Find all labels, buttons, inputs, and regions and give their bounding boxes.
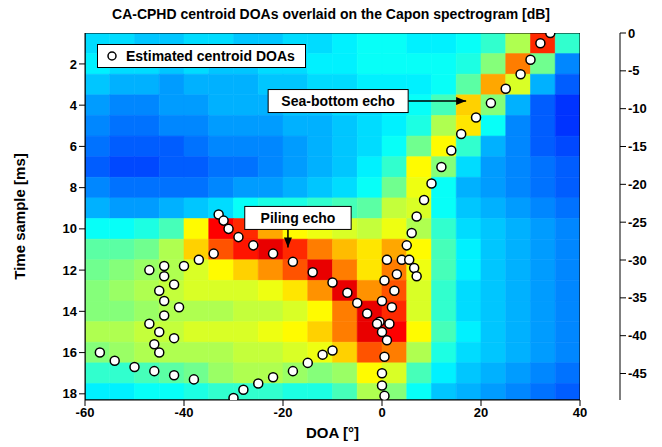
svg-text:6: 6 — [70, 139, 77, 154]
svg-text:-5: -5 — [628, 63, 640, 78]
svg-text:16: 16 — [63, 345, 77, 360]
svg-text:20: 20 — [474, 405, 488, 420]
svg-text:-20: -20 — [274, 405, 293, 420]
svg-text:-10: -10 — [628, 101, 647, 116]
svg-text:-20: -20 — [628, 177, 647, 192]
svg-text:-35: -35 — [628, 290, 647, 305]
svg-text:Sea-bottom echo: Sea-bottom echo — [281, 93, 395, 109]
svg-text:4: 4 — [70, 98, 78, 113]
svg-text:8: 8 — [70, 180, 77, 195]
svg-text:Time sample [ms]: Time sample [ms] — [11, 153, 28, 279]
svg-text:-25: -25 — [628, 215, 647, 230]
svg-text:40: 40 — [573, 405, 587, 420]
html-text:CA-CPHD centroid DOAs overlaid: CA-CPHD centroid DOAs overlaid on the Ca… — [112, 6, 550, 22]
html-text:Estimated centroid DOAs: Estimated centroid DOAs — [126, 48, 295, 64]
svg-text:0: 0 — [628, 26, 635, 41]
svg-text:14: 14 — [63, 304, 78, 319]
svg-text:0: 0 — [378, 405, 385, 420]
svg-text:-40: -40 — [628, 328, 647, 343]
svg-text:Piling echo: Piling echo — [261, 210, 336, 226]
svg-text:2: 2 — [70, 57, 77, 72]
svg-text:10: 10 — [63, 221, 77, 236]
svg-text:-60: -60 — [76, 405, 95, 420]
svg-text:-30: -30 — [628, 253, 647, 268]
svg-text:-15: -15 — [628, 139, 647, 154]
svg-text:18: 18 — [63, 386, 77, 401]
svg-text:-45: -45 — [628, 366, 647, 381]
svg-text:DOA [°]: DOA [°] — [306, 424, 359, 441]
svg-text:-40: -40 — [175, 405, 194, 420]
svg-text:12: 12 — [63, 263, 77, 278]
